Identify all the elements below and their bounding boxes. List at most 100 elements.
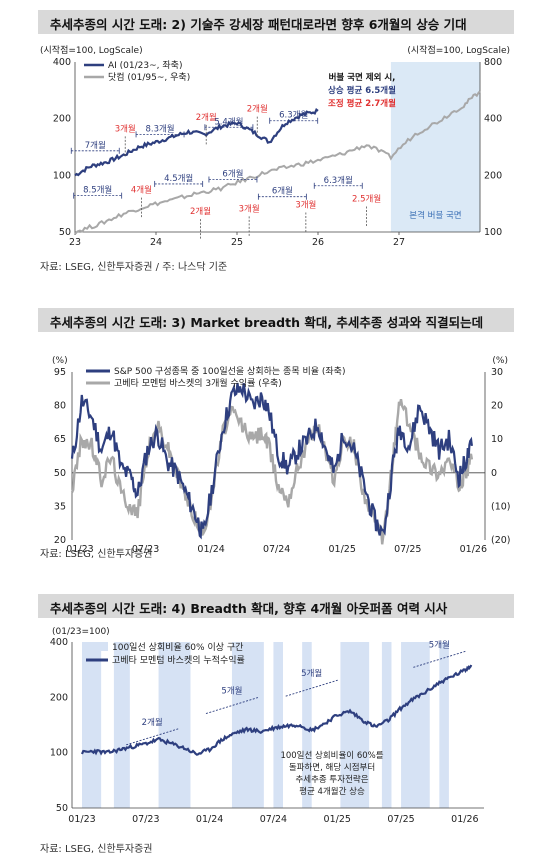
legend-swatch-shaded	[86, 642, 108, 651]
y-left-tick-label: 50	[59, 227, 71, 238]
breadth-shaded-region	[158, 642, 191, 808]
breadth-shaded-region	[401, 642, 430, 808]
y-right-tick-label: 100	[484, 227, 502, 238]
left-axis-label: (01/23=100)	[52, 627, 110, 637]
y-left-tick-label: 400	[53, 57, 71, 68]
x-tick-label: 26	[312, 237, 324, 248]
annotation-label: 5.4개월	[214, 116, 243, 127]
y-tick-label: 50	[56, 803, 68, 814]
annotation-label: 2개월	[142, 717, 163, 728]
chart-title: 추세추종의 시간 도래: 2) 기술주 강세장 패턴대로라면 향후 6개월의 상…	[50, 17, 467, 32]
annotation-label: 7개월	[85, 140, 106, 151]
x-tick-label: 25	[231, 237, 243, 248]
annotation-label: 6개월	[222, 169, 243, 180]
y-left-tick-label: 65	[54, 434, 66, 445]
breadth-shaded-region	[381, 642, 392, 808]
right-axis-label: (시작점=100, LogScale)	[407, 44, 510, 56]
series-line-dotcom	[74, 90, 481, 235]
x-tick-label: 01/25	[329, 544, 356, 555]
series-line-ai	[74, 107, 319, 177]
x-tick-label: 01/25	[324, 814, 351, 825]
annotation-label: 8.3개월	[145, 123, 174, 134]
note-line: 평균 4개월간 상승	[299, 786, 365, 797]
y-right-tick-label: (10)	[491, 501, 511, 512]
x-tick-label: 07/25	[387, 814, 414, 825]
chart-source: 자료: LSEG, 신한투자증권 / 주: 나스닥 기준	[40, 262, 228, 273]
annotation-label: 6.3개월	[324, 175, 353, 186]
x-tick-label: 01/23	[66, 544, 93, 555]
y-left-tick-label: 95	[54, 367, 66, 378]
x-tick-label: 01/23	[68, 814, 95, 825]
y-left-tick-label: 50	[54, 468, 66, 479]
x-tick-label: 07/23	[132, 814, 159, 825]
chart-panel-2: 추세추종의 시간 도래: 3) Market breadth 확대, 추세추종 …	[0, 300, 546, 575]
chart-title: 추세추종의 시간 도래: 4) Breadth 확대, 향후 4개월 아웃퍼폼 …	[50, 601, 448, 616]
chart-1-svg: 본격 버블 국면 (시작점=100, LogScale) (시작점=100, Log…	[40, 44, 510, 248]
chart-panel-3: 추세추종의 시간 도래: 4) Breadth 확대, 향후 4개월 아웃퍼폼 …	[0, 590, 546, 856]
series-line-breadth	[70, 382, 473, 540]
series-line-cumulative	[80, 664, 473, 756]
y-left-tick-label: 200	[53, 114, 71, 125]
chart-source: 자료: LSEG, 신한투자증권	[40, 549, 153, 560]
note-line: 상승 평균 6.5개월	[328, 85, 396, 96]
y-right-tick-label: 10	[491, 434, 503, 445]
breadth-shaded-region	[340, 642, 370, 808]
note-line: 돌파하면, 해당 시점부터	[289, 762, 375, 773]
note-line: 조정 평균 2.7개월	[328, 98, 396, 109]
chart-title: 추세추종의 시간 도래: 3) Market breadth 확대, 추세추종 …	[50, 315, 484, 330]
annotation-label: 6.3개월	[279, 110, 308, 121]
legend-label: 100일선 상회비율 60% 이상 구간	[112, 642, 243, 653]
chart-title-bar: 추세추종의 시간 도래: 2) 기술주 강세장 패턴대로라면 향후 6개월의 상…	[38, 10, 514, 34]
annotation-label: 2개월	[190, 206, 211, 217]
annotation-label: 5개월	[301, 668, 322, 679]
breadth-shaded-region	[231, 642, 264, 808]
x-tick-label: 23	[69, 237, 81, 248]
annotation-label: 3개월	[115, 123, 136, 134]
chart-title-bar: 추세추종의 시간 도래: 3) Market breadth 확대, 추세추종 …	[38, 308, 514, 332]
legend-label: S&P 500 구성종목 중 100일선을 상회하는 종목 비율 (좌축)	[114, 366, 345, 377]
y-left-tick-label: 20	[54, 535, 66, 546]
series-line-momentum	[70, 398, 474, 545]
y-right-tick-label: 30	[491, 367, 503, 378]
breadth-shaded-region	[82, 642, 102, 808]
y-right-tick-label: 400	[484, 114, 502, 125]
right-axis-label: (%)	[492, 356, 508, 366]
annotation-label: 3개월	[239, 203, 260, 214]
breadth-shaded-region	[113, 642, 130, 808]
y-right-tick-label: (20)	[491, 535, 511, 546]
y-right-tick-label: 800	[484, 57, 502, 68]
y-tick-label: 100	[50, 748, 68, 759]
x-tick-label: 27	[393, 237, 405, 248]
y-left-tick-label: 100	[53, 170, 71, 181]
annotation-label: 4개월	[131, 185, 152, 196]
breadth-shaded-region	[302, 642, 312, 808]
y-tick-label: 200	[50, 692, 68, 703]
annotation-label: 8.5개월	[83, 185, 112, 196]
x-tick-label: 01/26	[451, 814, 478, 825]
annotation-label: 4.5개월	[164, 173, 193, 184]
note-line: 버블 국면 제외 시,	[329, 72, 396, 83]
x-tick-label: 07/23	[132, 544, 159, 555]
left-axis-label: (%)	[52, 356, 68, 366]
x-tick-label: 01/24	[197, 544, 224, 555]
left-axis-label: (시작점=100, LogScale)	[40, 44, 143, 56]
legend-label: 닷컴 (01/95~, 우축)	[108, 71, 190, 83]
annotation-label: 6개월	[272, 186, 293, 197]
x-tick-label: 01/24	[196, 814, 223, 825]
chart-panel-1: 추세추종의 시간 도래: 2) 기술주 강세장 패턴대로라면 향후 6개월의 상…	[0, 0, 546, 275]
y-right-tick-label: 200	[484, 170, 502, 181]
x-tick-label: 01/26	[460, 544, 487, 555]
y-right-tick-label: 0	[491, 468, 497, 479]
annotation-label: 5개월	[221, 686, 242, 697]
shaded-region-label: 본격 버블 국면	[409, 210, 461, 221]
x-tick-label: 07/25	[394, 544, 421, 555]
chart-title-bar: 추세추종의 시간 도래: 4) Breadth 확대, 향후 4개월 아웃퍼폼 …	[38, 594, 514, 618]
x-tick-label: 24	[150, 237, 162, 248]
annotation-label: 2.5개월	[352, 193, 381, 204]
annotation-label: 2개월	[247, 104, 268, 115]
y-right-tick-label: 20	[491, 401, 503, 412]
legend-label: 고베타 모멘텀 바스켓의 3개월 수익률 (우축)	[114, 377, 282, 389]
annotation-label: 2개월	[196, 112, 217, 123]
